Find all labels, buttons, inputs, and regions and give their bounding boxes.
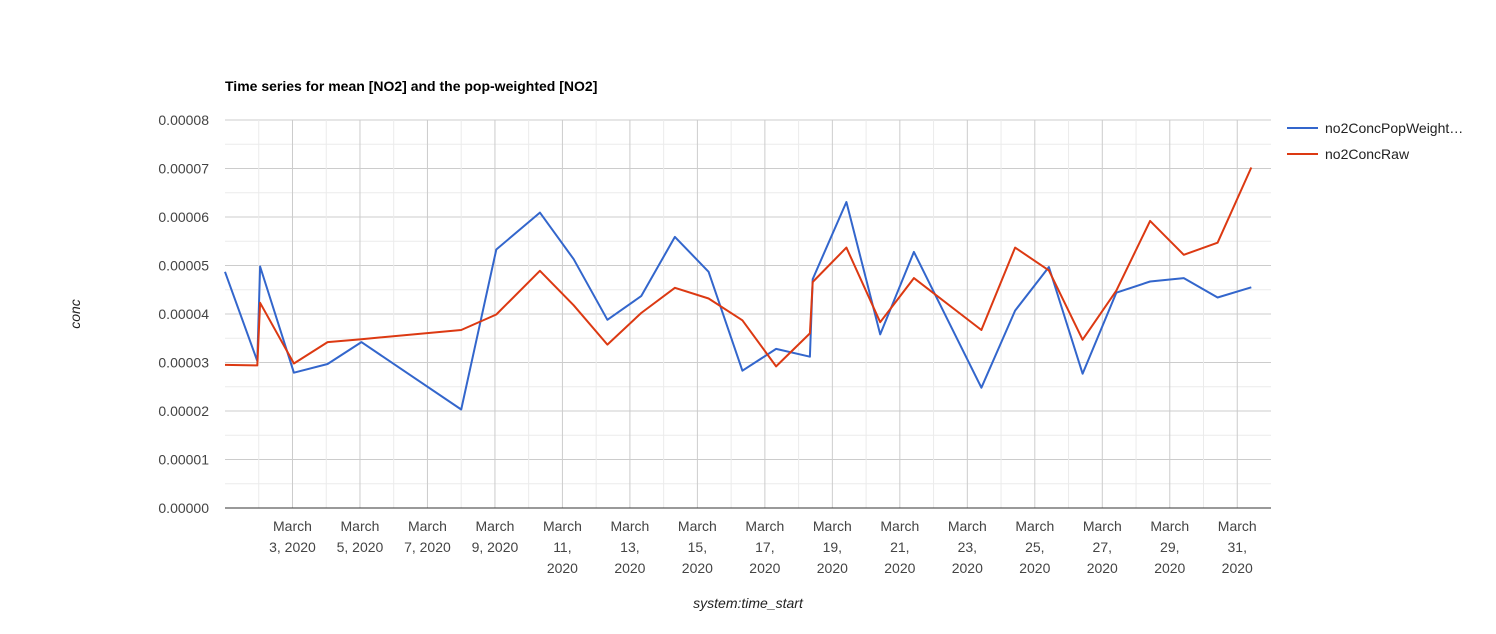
y-tick-label: 0.00004	[158, 306, 209, 322]
y-tick-label: 0.00008	[158, 112, 209, 128]
y-tick-label: 0.00002	[158, 403, 209, 419]
x-tick-label: March 21, 2020	[880, 518, 919, 576]
x-tick-label: March 3, 2020	[269, 518, 316, 555]
x-tick-label: March 7, 2020	[404, 518, 451, 555]
x-tick-label: March 5, 2020	[337, 518, 384, 555]
legend-label: no2ConcPopWeight…	[1325, 120, 1463, 136]
x-tick-label: March 29, 2020	[1150, 518, 1189, 576]
x-tick-label: March 31, 2020	[1218, 518, 1257, 576]
series-line-2	[224, 167, 1253, 368]
x-axis-tick-labels: March 3, 2020 March 5, 2020 March 7, 2020 Marc…	[269, 518, 1257, 576]
x-tick-label: March 19, 2020	[813, 518, 852, 576]
legend: no2ConcPopWeight… no2ConcRaw	[1287, 120, 1463, 162]
x-tick-label: March 9, 2020	[472, 518, 519, 555]
x-tick-label: March 27, 2020	[1083, 518, 1122, 576]
y-tick-label: 0.00006	[158, 209, 209, 225]
y-tick-label: 0.00001	[158, 452, 209, 468]
x-tick-label: March 13, 2020	[610, 518, 649, 576]
x-tick-label: March 23, 2020	[948, 518, 987, 576]
y-axis-label: conc	[67, 299, 83, 329]
y-tick-label: 0.00007	[158, 161, 209, 177]
x-tick-label: March 17, 2020	[745, 518, 784, 576]
y-tick-label: 0.00003	[158, 355, 209, 371]
y-axis-tick-labels: 0.00000 0.00001 0.00002 0.00003 0.00004 0.000…	[158, 112, 209, 516]
x-tick-label: March 15, 2020	[678, 518, 717, 576]
y-tick-label: 0.00000	[158, 500, 209, 516]
chart-title: Time series for mean [NO2] and the pop-w…	[225, 78, 597, 94]
grid-lines	[225, 119, 1271, 508]
series-line-1	[224, 201, 1252, 411]
x-axis-label: system:time_start	[693, 595, 804, 611]
x-tick-label: March 11, 2020	[543, 518, 582, 576]
x-tick-label: March 25, 2020	[1015, 518, 1054, 576]
legend-label: no2ConcRaw	[1325, 146, 1410, 162]
y-tick-label: 0.00005	[158, 258, 209, 274]
series-lines	[224, 167, 1253, 411]
